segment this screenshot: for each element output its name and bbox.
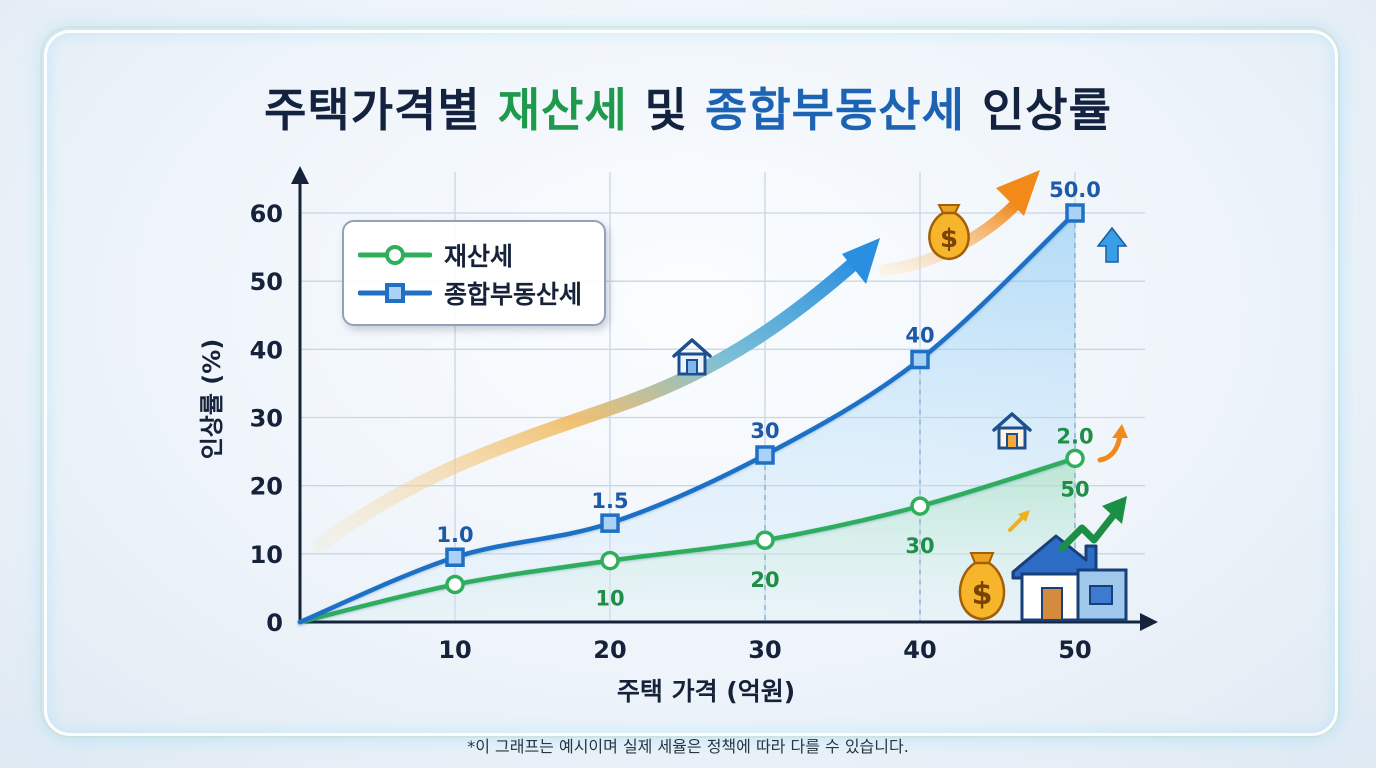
- data-label-property-tax: 10: [595, 587, 624, 611]
- legend-swatch-square: [358, 283, 432, 303]
- big-house-icon: [1011, 534, 1128, 622]
- data-label-property-tax: 30: [905, 534, 934, 558]
- data-labels: 10 20 30 2.0 1.0 1.5 30 40 50.0 50: [436, 178, 1101, 611]
- big-trend-arrow: [313, 251, 867, 552]
- data-label-comprehensive-tax: 40: [905, 324, 934, 348]
- data-point-property-tax: [755, 530, 775, 550]
- x-axis-arrow: [1140, 613, 1158, 631]
- house-icon: [672, 338, 712, 376]
- data-label-comprehensive-tax: 1.5: [591, 489, 628, 513]
- series-lines: [297, 203, 1085, 625]
- data-point-comprehensive-tax: [1065, 203, 1085, 223]
- title-part-5: 인상률: [964, 83, 1112, 137]
- data-label-comprehensive-tax: 1.0: [436, 523, 473, 547]
- outer-glow-frame: [40, 26, 1340, 738]
- legend-label-comprehensive-tax: 종합부동산세: [444, 280, 583, 309]
- x-tick-label: 40: [903, 636, 936, 664]
- x-tick-label: 10: [438, 636, 471, 664]
- data-label-comprehensive-tax: 50.0: [1049, 178, 1101, 202]
- y-tick-label: 20: [250, 473, 283, 501]
- legend-label-property-tax: 재산세: [444, 242, 514, 271]
- small-orange-arrow-icon: [1097, 424, 1128, 463]
- growth-arrow-icon: [1058, 496, 1127, 552]
- title-comprehensive-tax: 종합부동산세: [705, 83, 965, 137]
- data-point-comprehensive-tax: [445, 547, 465, 567]
- chart-title: 주택가격별 재산세 및 종합부동산세 인상률: [0, 74, 1376, 140]
- legend-item-comprehensive-tax: 종합부동산세: [358, 278, 583, 309]
- y-tick-label: 60: [250, 200, 283, 228]
- series-line-comprehensive-tax: [297, 210, 1078, 625]
- big-trend-arrow-head: [842, 238, 880, 284]
- house-icon: [992, 412, 1032, 450]
- up-arrow-icon: [1096, 226, 1128, 263]
- x-tick-label: 30: [748, 636, 781, 664]
- data-point-comprehensive-tax: [600, 513, 620, 533]
- money-bag-icon: $: [928, 204, 970, 261]
- svg-text:$: $: [972, 577, 993, 612]
- data-label-property-tax: 2.0: [1056, 424, 1093, 448]
- legend-swatch-circle: [358, 245, 432, 265]
- y-axis-arrow: [291, 166, 309, 184]
- small-orange-arrow-icon: [1008, 510, 1030, 532]
- footnote: *이 그래프는 예시이며 실제 세율은 정책에 따라 다를 수 있습니다.: [467, 737, 909, 756]
- data-point-comprehensive-tax: [755, 445, 775, 465]
- y-tick-label: 30: [250, 405, 283, 433]
- title-property-tax: 재산세: [497, 83, 628, 137]
- legend: 재산세 종합부동산세: [342, 220, 606, 326]
- title-part-1: 주택가격별: [264, 83, 498, 137]
- x-axis-label: 주택 가격 (억원): [617, 677, 795, 706]
- y-tick-label: 10: [250, 541, 283, 569]
- x-tick-label: 50: [1058, 636, 1091, 664]
- y-axis-label: 인상률 (%): [198, 339, 226, 460]
- series-line-property-tax: [297, 456, 1078, 625]
- data-point-property-tax: [445, 574, 465, 595]
- x-tick-label: 20: [593, 636, 626, 664]
- annotation-label: 50: [1060, 477, 1089, 501]
- money-bag-icon: $: [958, 552, 1006, 621]
- data-label-property-tax: 20: [750, 568, 779, 592]
- axes: 0 10 20 30 40 50 60 10 20 30 40 50 주택 가격 (억원) 인상률 (%): [198, 166, 1158, 706]
- y-tick-label: 40: [250, 336, 283, 364]
- data-point-comprehensive-tax: [910, 349, 930, 370]
- glow-frame: [44, 30, 1338, 736]
- data-point-property-tax: [910, 496, 930, 516]
- y-tick-label: 50: [250, 268, 283, 296]
- data-point-property-tax: [600, 550, 620, 571]
- title-part-3: 및: [627, 83, 706, 137]
- data-label-comprehensive-tax: 30: [750, 419, 779, 443]
- legend-item-property-tax: 재산세: [358, 240, 514, 271]
- y-tick-label: 0: [266, 609, 283, 637]
- data-point-property-tax: [1065, 448, 1085, 469]
- svg-text:$: $: [940, 224, 958, 254]
- orange-arrow-head: [996, 170, 1040, 216]
- area-property-tax: [300, 458, 1075, 622]
